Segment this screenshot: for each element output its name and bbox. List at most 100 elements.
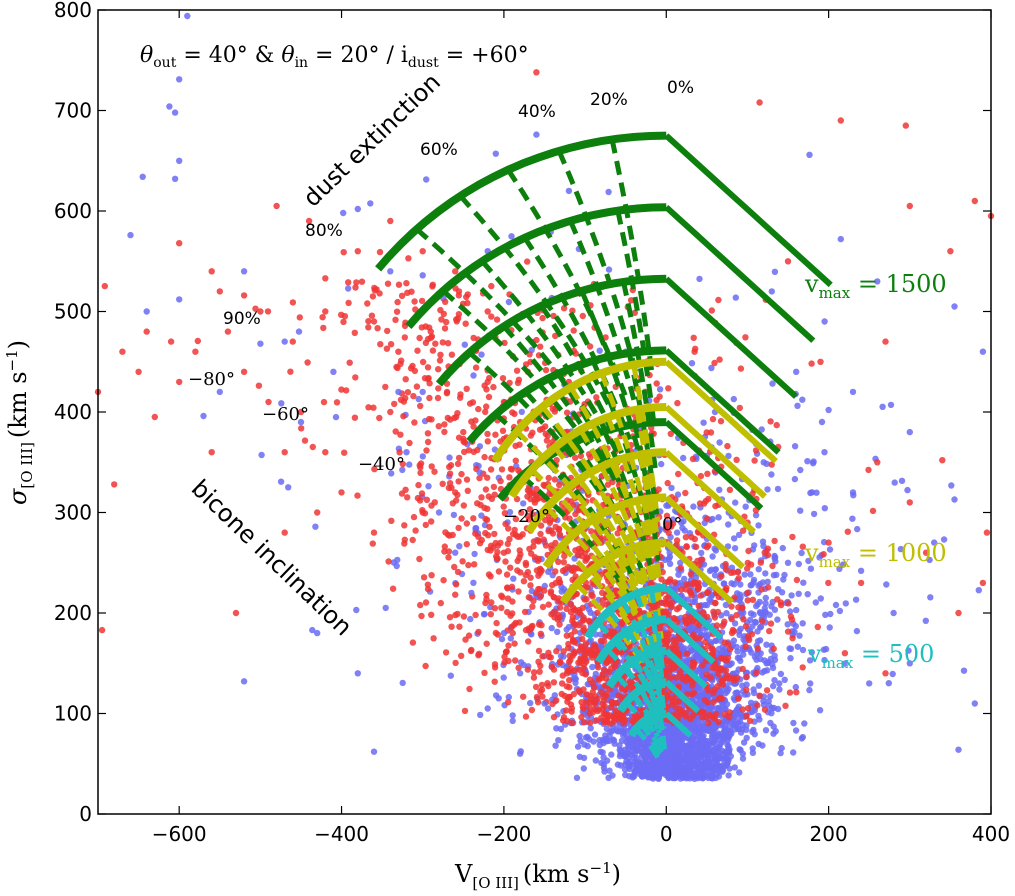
scatter-point xyxy=(853,627,861,635)
scatter-point xyxy=(581,596,588,603)
scatter-point xyxy=(354,492,361,499)
scatter-point xyxy=(574,743,582,750)
scatter-point xyxy=(401,540,408,547)
scatter-point xyxy=(790,719,797,727)
scatter-point xyxy=(675,650,682,657)
scatter-point xyxy=(642,746,649,753)
scatter-point xyxy=(869,507,877,515)
scatter-point xyxy=(579,604,587,611)
scatter-point xyxy=(722,601,730,609)
scatter-point xyxy=(463,476,471,483)
scatter-point xyxy=(589,688,596,696)
scatter-point xyxy=(786,645,793,652)
scatter-point xyxy=(502,558,509,565)
scatter-point xyxy=(498,635,506,643)
scatter-point xyxy=(666,560,674,568)
scatter-point xyxy=(501,653,508,660)
scatter-point xyxy=(713,766,720,773)
scatter-point xyxy=(499,427,507,434)
scatter-point xyxy=(626,763,633,770)
scatter-point xyxy=(688,592,695,599)
scatter-point xyxy=(759,579,767,586)
scatter-point xyxy=(463,541,470,548)
scatter-point xyxy=(705,719,712,727)
scatter-point xyxy=(769,380,776,387)
scatter-point xyxy=(584,733,591,741)
scatter-point xyxy=(512,515,520,523)
scatter-point xyxy=(749,596,757,603)
scatter-point xyxy=(358,278,366,285)
scatter-point xyxy=(570,564,577,571)
scatter-point xyxy=(499,375,507,382)
scatter-point xyxy=(504,540,511,548)
scatter-point xyxy=(461,439,468,446)
scatter-point xyxy=(562,566,569,573)
scatter-point xyxy=(793,606,800,614)
scatter-point xyxy=(708,307,715,314)
scatter-point xyxy=(509,598,516,605)
scatter-point xyxy=(389,585,397,592)
scatter-point xyxy=(665,611,672,619)
scatter-point xyxy=(761,605,768,612)
scatter-point xyxy=(820,551,827,558)
scatter-point xyxy=(737,365,745,372)
scatter-point xyxy=(792,683,799,691)
scatter-point xyxy=(710,698,717,706)
scatter-point xyxy=(320,398,328,406)
scatter-point xyxy=(481,610,488,618)
scatter-point xyxy=(711,359,718,367)
scatter-point xyxy=(633,672,640,680)
scatter-point xyxy=(492,431,499,438)
scatter-point xyxy=(731,620,739,627)
scatter-point xyxy=(905,647,912,654)
scatter-point xyxy=(624,735,632,743)
scatter-point xyxy=(795,560,802,568)
scatter-point xyxy=(644,738,651,745)
scatter-point xyxy=(533,336,540,344)
scatter-point xyxy=(544,432,551,439)
scatter-point xyxy=(735,531,743,539)
scatter-point xyxy=(781,571,788,579)
scatter-point xyxy=(560,648,567,655)
scatter-point xyxy=(571,628,578,635)
scatter-point xyxy=(482,486,490,493)
scatter-point xyxy=(767,693,774,700)
scatter-point xyxy=(769,562,776,570)
scatter-point xyxy=(394,556,401,564)
scatter-point xyxy=(418,490,426,497)
scatter-point xyxy=(768,461,775,468)
scatter-point xyxy=(749,728,756,735)
scatter-point xyxy=(772,728,779,735)
scatter-point xyxy=(799,733,806,741)
scatter-point xyxy=(559,672,566,679)
scatter-point xyxy=(445,554,452,561)
scatter-point xyxy=(799,664,806,671)
scatter-point xyxy=(547,517,554,524)
scatter-point xyxy=(438,316,445,323)
scatter-point xyxy=(665,748,672,755)
scatter-point xyxy=(576,753,583,760)
scatter-point xyxy=(849,515,856,522)
scatter-point xyxy=(725,452,732,460)
scatter-point xyxy=(415,481,422,489)
scatter-point xyxy=(475,628,482,636)
scatter-point xyxy=(747,571,754,578)
scatter-point xyxy=(465,561,472,569)
scatter-point xyxy=(583,658,590,665)
scatter-point xyxy=(794,643,801,650)
scatter-point xyxy=(767,620,775,627)
scatter-point xyxy=(309,626,316,634)
scatter-point xyxy=(340,249,347,256)
scatter-point xyxy=(754,628,761,635)
scatter-point xyxy=(553,457,560,464)
scatter-point xyxy=(756,598,763,606)
scatter-point xyxy=(677,753,685,760)
scatter-point xyxy=(539,314,546,322)
scatter-point xyxy=(703,544,711,551)
scatter-point xyxy=(707,763,714,770)
scatter-point xyxy=(472,525,479,532)
scatter-point xyxy=(841,660,848,667)
scatter-point xyxy=(839,561,847,568)
scatter-point xyxy=(759,538,767,545)
scatter-point xyxy=(669,642,677,649)
